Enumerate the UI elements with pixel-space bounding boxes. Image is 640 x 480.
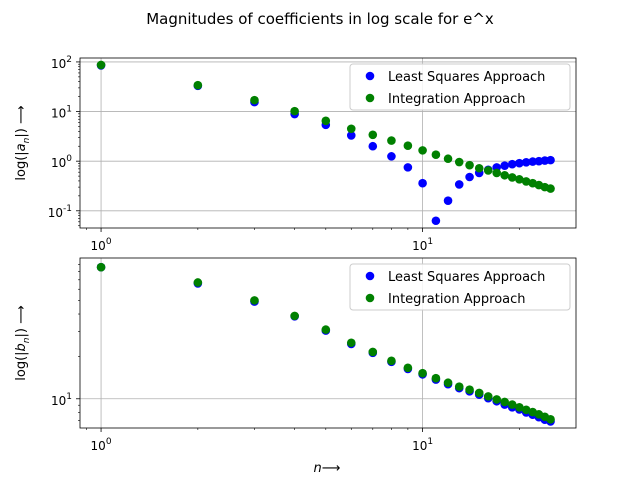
data-point xyxy=(528,157,537,166)
data-point xyxy=(321,116,331,126)
axes-frame xyxy=(79,57,577,229)
legend-marker xyxy=(365,271,375,281)
data-point xyxy=(321,325,331,334)
data-point xyxy=(521,405,531,415)
legend-label: Integration Approach xyxy=(388,92,526,107)
data-point xyxy=(290,311,299,321)
legend-label: Least Squares Approach xyxy=(388,270,545,285)
data-point xyxy=(418,178,427,188)
coefficient-a-panel: 100 101 10-1 100 101 102 log(|an|) ⟶ Least Squa… xyxy=(14,55,577,253)
x-tick-label: 100 xyxy=(91,437,112,453)
data-point xyxy=(403,141,413,151)
data-point xyxy=(465,385,474,395)
data-point xyxy=(443,154,453,164)
series-integration-approach xyxy=(96,60,555,193)
legend-marker xyxy=(365,93,375,103)
x-axis-label: n⟶ xyxy=(314,461,341,476)
data-point xyxy=(515,158,524,168)
data-point xyxy=(546,414,555,424)
data-point xyxy=(418,146,427,155)
y-axis-label: log(|an|) ⟶ xyxy=(14,105,32,180)
data-point xyxy=(431,216,441,226)
data-point xyxy=(492,168,501,178)
data-point xyxy=(368,141,378,151)
data-point xyxy=(443,378,453,388)
legend-marker xyxy=(365,293,375,303)
data-point xyxy=(96,262,106,272)
data-point xyxy=(474,388,484,398)
data-point xyxy=(492,395,501,404)
data-point xyxy=(193,278,203,287)
axes-frame xyxy=(79,257,577,429)
legend-box xyxy=(349,63,571,111)
data-point xyxy=(500,161,509,171)
data-point xyxy=(443,196,453,205)
y-tick-label: 101 xyxy=(51,105,72,121)
data-point xyxy=(250,95,259,105)
data-point xyxy=(454,157,464,167)
y-axis-label: log(|bn|) ⟶ xyxy=(14,305,32,381)
data-point xyxy=(250,296,259,305)
legend: Least Squares Approach Integration Approa… xyxy=(349,263,571,311)
data-point xyxy=(387,136,396,145)
y-tick-label: 10-1 xyxy=(48,204,72,220)
data-point xyxy=(521,177,531,186)
legend-marker xyxy=(365,71,375,81)
data-point xyxy=(403,163,413,172)
legend-label: Least Squares Approach xyxy=(388,70,545,85)
data-point xyxy=(346,124,356,134)
data-point xyxy=(507,159,517,169)
data-point xyxy=(546,184,555,193)
data-point xyxy=(465,160,474,170)
data-point xyxy=(507,400,517,409)
series-integration-approach xyxy=(96,262,555,424)
data-point xyxy=(483,166,493,175)
data-point xyxy=(500,170,509,180)
x-tick-label: 101 xyxy=(412,437,433,453)
data-point xyxy=(507,173,517,182)
data-point xyxy=(546,155,555,165)
legend-box xyxy=(349,263,571,311)
data-point xyxy=(521,157,531,167)
data-point xyxy=(403,363,413,373)
data-point xyxy=(431,150,441,160)
data-point xyxy=(515,402,524,412)
data-point xyxy=(290,106,299,116)
legend: Least Squares Approach Integration Approa… xyxy=(349,63,571,111)
data-point xyxy=(465,172,474,182)
data-point xyxy=(193,80,203,90)
legend-label: Integration Approach xyxy=(388,292,526,307)
data-point xyxy=(454,180,464,189)
data-point xyxy=(387,356,396,366)
data-point xyxy=(500,397,509,407)
y-tick-label: 101 xyxy=(51,392,72,408)
figure-title: Magnitudes of coefficients in log scale … xyxy=(146,10,494,28)
data-point xyxy=(431,373,441,383)
data-point xyxy=(418,368,427,378)
y-tick-label: 102 xyxy=(51,55,72,71)
data-point xyxy=(346,131,356,140)
data-point xyxy=(346,338,356,348)
y-tick-label: 100 xyxy=(51,154,72,170)
data-point xyxy=(474,163,484,173)
coefficient-b-panel: 100 101 101 log(|bn|) ⟶ Least Squares Approa… xyxy=(14,257,577,453)
data-point xyxy=(515,175,524,184)
data-point xyxy=(454,382,464,391)
data-point xyxy=(368,130,378,140)
data-point xyxy=(96,60,106,70)
data-point xyxy=(387,152,396,161)
x-tick-label: 101 xyxy=(412,237,433,253)
data-point xyxy=(368,347,378,357)
x-tick-label: 100 xyxy=(91,237,112,253)
data-point xyxy=(483,392,493,401)
